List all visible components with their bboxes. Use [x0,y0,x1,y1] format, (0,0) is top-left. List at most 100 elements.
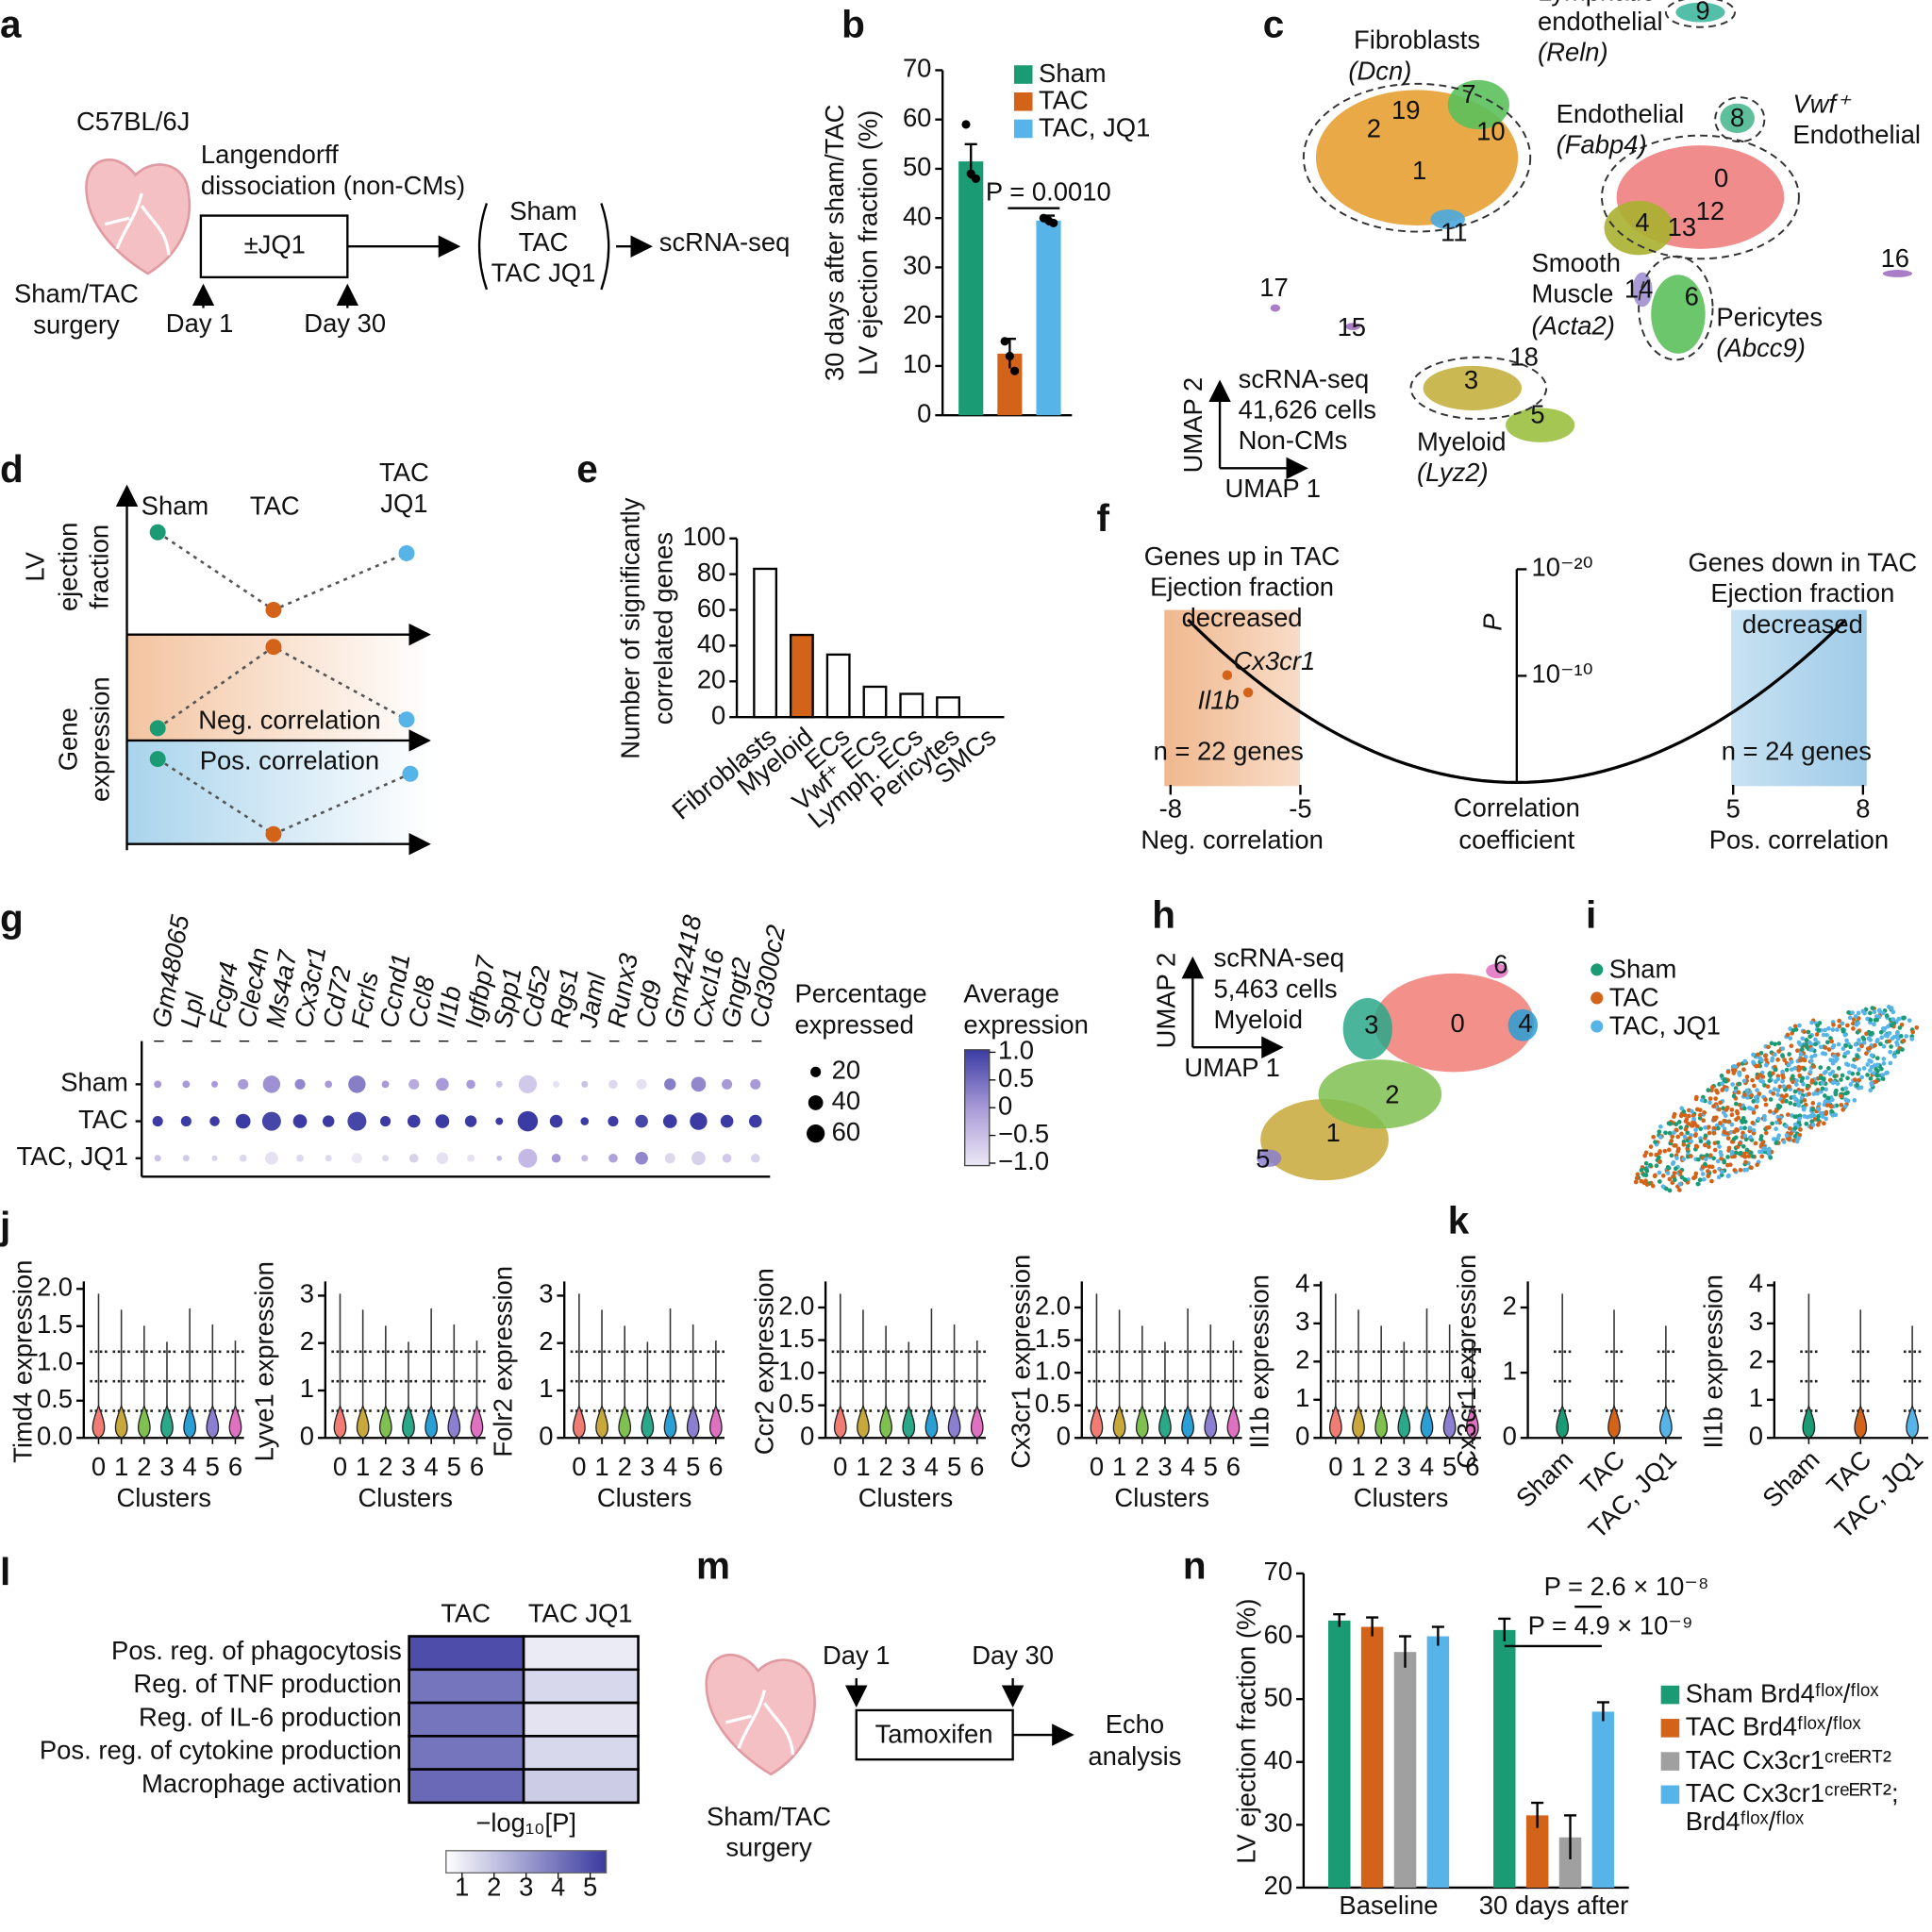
p-value: P = 0.0010 [986,176,1111,206]
violin [641,1404,655,1439]
cell [1868,1068,1873,1074]
cell [1804,1038,1809,1042]
legend-label: TAC, JQ1 [1609,1011,1721,1041]
cell [1789,1067,1794,1073]
cell [1840,1107,1846,1112]
cell [1830,1112,1836,1118]
cell [1694,1094,1699,1100]
y-tick-label: 2 [539,1326,553,1356]
cell [1762,1053,1768,1058]
y-tick-label: 2 [300,1326,314,1356]
dot [261,1111,281,1131]
marker [265,639,282,656]
x-tick-label: 5 [1726,794,1740,824]
cluster-label: 14 [1624,274,1653,303]
x-tick-label: 6 [228,1452,242,1481]
marker [149,524,166,541]
label: 2 [487,1873,501,1902]
cell [1828,1058,1833,1063]
cell [1826,1066,1831,1071]
dot [262,1075,281,1093]
dot [517,1110,539,1132]
label: UMAP 1 [1184,1053,1280,1082]
dot [235,1113,251,1129]
label: Percentage [794,979,926,1008]
cell [1767,1078,1773,1083]
cell [1639,1168,1644,1173]
cell [1731,1093,1737,1099]
cell [1714,1088,1719,1093]
cell [1873,1042,1877,1048]
colorbar-label: −0.5 [998,1119,1049,1148]
dot [549,1114,563,1128]
y-tick-label: 40 [1264,1745,1292,1774]
legend-label: TAC Cx3cr1ᶜʳᵉᴱᴿᵀ² [1686,1745,1891,1774]
cell [1760,1079,1766,1085]
cell-cluster [1675,2,1725,23]
cell [1800,1075,1806,1081]
bar [1525,1815,1549,1888]
cell [1683,1177,1688,1183]
bracket [477,203,489,291]
cell [1771,1137,1776,1141]
cell [1834,1088,1839,1093]
y-tick-label: 3 [1295,1307,1309,1336]
cell [1771,1091,1776,1096]
cell [1842,1104,1848,1109]
panel-label: a [0,2,22,45]
cell [1830,1027,1836,1032]
legend-label: TAC [1039,86,1089,115]
violin [879,1404,892,1439]
cell [1757,1073,1763,1077]
cell [1881,1060,1887,1066]
cell [1717,1144,1722,1149]
cell [1724,1087,1729,1092]
dot [239,1154,247,1162]
x-tick-label: 3 [1397,1452,1411,1481]
cell [1823,1051,1828,1057]
dot [495,1080,503,1088]
cell [1706,1141,1711,1145]
marker [149,720,166,737]
cell [1809,1078,1815,1083]
x-tick-label: 1 [114,1452,128,1481]
dot [635,1151,648,1165]
cell [1897,1025,1903,1030]
cell [1713,1115,1719,1121]
cell [1852,1098,1857,1103]
cell [1657,1159,1662,1165]
cell [1717,1107,1722,1112]
cell [1662,1148,1668,1154]
cell [1865,1062,1871,1067]
y-tick-label: 1 [300,1374,314,1403]
cell [1874,1073,1880,1078]
cell [1900,1047,1905,1052]
dot [238,1078,249,1090]
row-label: Sham [60,1068,128,1097]
cell [1845,1075,1850,1081]
row-label: Reg. of TNF production [133,1669,401,1698]
cell [1792,1065,1798,1071]
cell [1780,1099,1786,1104]
y-tick-label: 1.0 [1035,1356,1071,1385]
cell [1830,1044,1836,1050]
cell [1860,1035,1866,1041]
cluster-outline [1600,134,1800,260]
x-tick-label: 5 [1204,1452,1218,1481]
panel-label: h [1152,893,1175,937]
legend-swatch [1660,1752,1680,1771]
cell [1821,1121,1826,1126]
label: Myeloid [1214,1005,1303,1034]
y-tick-label: 1.5 [37,1309,73,1339]
cell [1872,1071,1876,1075]
y-axis-label: Cx3cr1 expression [1006,1255,1035,1469]
cell [1813,1041,1818,1047]
cluster-label: 13 [1668,212,1696,242]
cell [1848,1082,1854,1087]
cell [1705,1153,1709,1158]
violin [1112,1404,1126,1439]
cell [1648,1162,1653,1168]
dot [690,1112,708,1130]
cell [1751,1059,1756,1065]
